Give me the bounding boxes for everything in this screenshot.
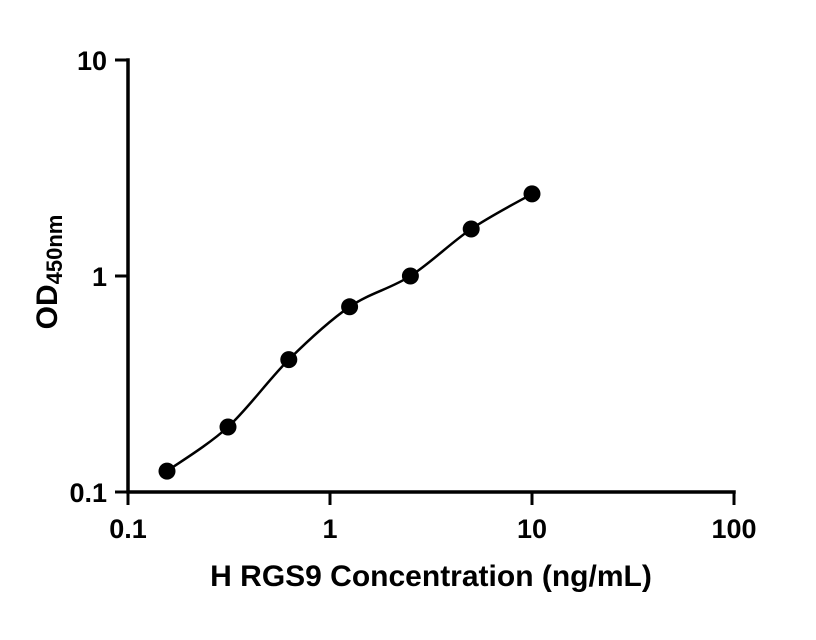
data-point (401, 267, 419, 285)
y-axis-label-od: OD (31, 284, 64, 330)
x-tick-label: 1 (322, 514, 337, 544)
x-tick-label: 10 (517, 514, 547, 544)
y-tick-label: 0.1 (69, 478, 107, 508)
y-tick-label: 1 (92, 262, 107, 292)
y-axis-label-subscript: 450nm (42, 214, 67, 285)
data-point (219, 418, 237, 436)
data-point (462, 220, 480, 238)
x-tick-label: 0.1 (109, 514, 147, 544)
data-point (341, 298, 359, 316)
x-axis-label: H RGS9 Concentration (ng/mL) (210, 560, 652, 593)
data-point (523, 185, 541, 203)
x-tick-label: 100 (711, 514, 756, 544)
data-point (158, 462, 176, 480)
data-point (280, 351, 298, 369)
y-tick-label: 10 (77, 46, 107, 76)
y-axis-label: OD450nm (31, 214, 67, 330)
axes-frame (126, 58, 736, 494)
